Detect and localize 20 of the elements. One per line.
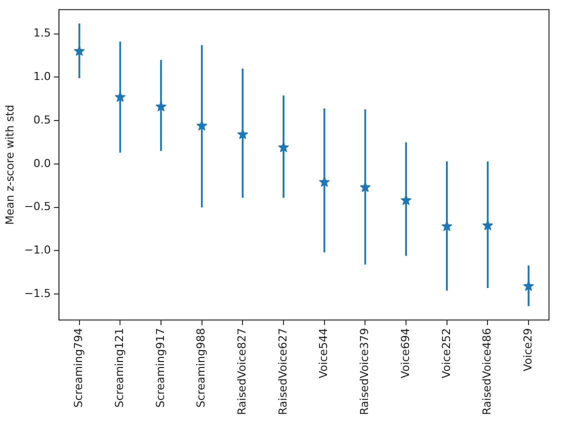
x-tick-label: RaisedVoice486 (480, 328, 494, 416)
x-tick-label: Voice694 (398, 328, 412, 378)
x-tick-label: Screaming794 (72, 328, 86, 408)
y-tick-label: 0.0 (33, 156, 51, 170)
x-tick-label: Screaming121 (113, 328, 126, 408)
y-tick-label: 1.0 (33, 70, 51, 84)
x-tick-label: Screaming917 (154, 328, 167, 408)
y-axis-title: Mean z-score with std (3, 104, 16, 225)
y-tick-label: 0.5 (33, 113, 51, 126)
y-tick-label: −0.5 (24, 200, 51, 214)
x-tick-label: RaisedVoice627 (276, 328, 290, 416)
x-tick-label: Voice544 (317, 328, 330, 378)
x-tick-label: Screaming988 (194, 328, 208, 408)
y-tick-label: −1.5 (24, 286, 51, 300)
x-tick-label: Voice29 (521, 328, 534, 372)
y-tick-label: −1.0 (24, 244, 51, 257)
x-tick-label: Voice252 (440, 328, 453, 378)
x-tick-label: RaisedVoice827 (236, 328, 249, 416)
y-tick-label: 1.5 (33, 26, 51, 40)
x-tick-label: RaisedVoice379 (358, 328, 372, 416)
